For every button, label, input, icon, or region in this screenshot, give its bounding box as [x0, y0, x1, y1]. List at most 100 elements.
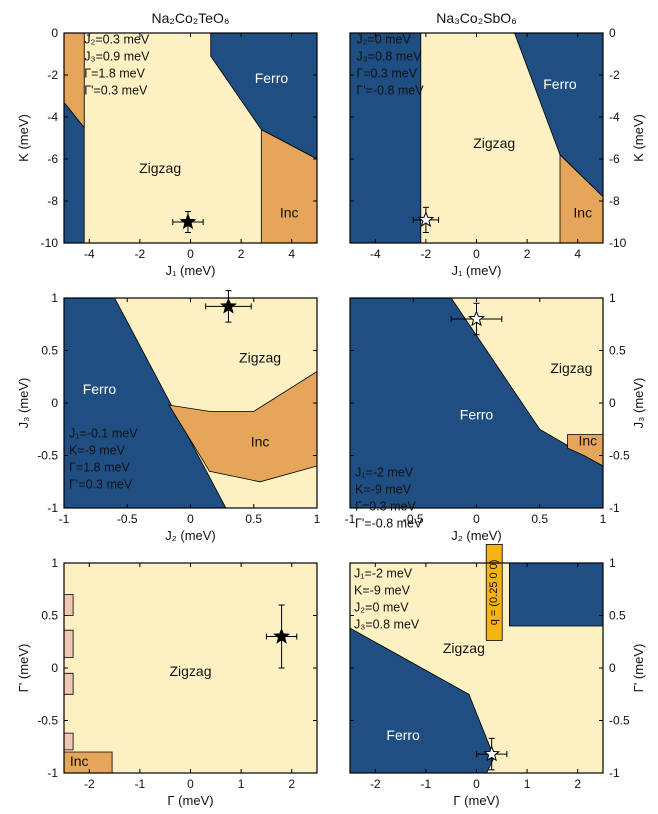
region-label: Ferro — [255, 70, 289, 86]
y-tick-label: -1 — [47, 766, 58, 780]
measured-point — [450, 302, 503, 336]
region-ferro — [508, 563, 603, 627]
parameter-note: Γ=1.8 meV — [84, 67, 145, 81]
panel-f: q = (0.25 0 0) -2 -1 0 1 2 1 0.5 0 -0.5 -1 Γ (meV) Γ… — [349, 544, 646, 808]
x-tick-label: 0 — [187, 247, 194, 261]
x-axis-label: Γ (meV) — [167, 793, 213, 808]
region-ferro — [514, 33, 603, 198]
y-axis-label: Γ' (meV) — [631, 644, 646, 693]
y-tick-label: -2 — [47, 68, 58, 82]
y-tick-label: 0.5 — [609, 344, 626, 358]
region-label: Zigzag — [239, 350, 281, 366]
x-tick-label: 0 — [473, 247, 480, 261]
y-tick-label: -0.5 — [37, 449, 58, 463]
y-tick-label: 1 — [609, 556, 616, 570]
region-label: Inc — [573, 204, 592, 220]
region-label: Zigzag — [169, 663, 211, 679]
x-tick-label: -2 — [84, 777, 95, 791]
region-label: Inc — [70, 753, 89, 769]
parameter-note: J₂=0.3 meV — [84, 33, 150, 47]
q-vector-text: q = (0.25 0 0) — [488, 560, 500, 626]
y-tick-label: 0 — [609, 661, 616, 675]
phase-regions — [350, 33, 603, 243]
parameter-note: J₃=0.8 meV — [354, 618, 420, 632]
panel-e: -2 -1 0 1 2 1 0.5 0 -0.5 -1 Γ (meV) Γ' (meV) Zigzag I… — [16, 556, 318, 808]
region-label: Zigzag — [139, 160, 181, 176]
x-axis-label: J₁ (meV) — [166, 263, 216, 278]
x-axis-label: Γ (meV) — [453, 793, 499, 808]
x-tick-label: -1 — [59, 512, 70, 526]
region-inc — [168, 371, 317, 483]
phase-regions — [350, 298, 603, 508]
y-tick-label: 0 — [609, 396, 616, 410]
star-marker — [417, 211, 435, 228]
y-tick-label: 0.5 — [609, 609, 626, 623]
y-tick-label: 1 — [51, 556, 58, 570]
star-marker — [483, 745, 501, 762]
measured-point — [205, 290, 252, 323]
y-tick-label: 0 — [51, 396, 58, 410]
y-tick-label: 0.5 — [41, 609, 58, 623]
star-marker — [273, 627, 291, 644]
chart-title: Na₂Co₂TeO₆ — [152, 10, 230, 26]
x-tick-label: -2 — [135, 247, 146, 261]
x-tick-label: 0 — [187, 777, 194, 791]
panel-a: -4 -2 0 2 4 0 -2 -4 -6 -8 -10 J₁ (meV) K (meV) Na₂Co₂… — [16, 10, 318, 278]
x-tick-label: -2 — [370, 777, 381, 791]
x-axis-label: J₂ (meV) — [451, 528, 502, 543]
y-tick-label: -1 — [47, 501, 58, 515]
region-ferro — [350, 298, 603, 508]
region-label: Zigzag — [443, 640, 485, 656]
region-ferro — [350, 627, 495, 773]
region-label: Ferro — [83, 381, 117, 397]
parameter-note: J₁=-0.1 meV — [69, 427, 138, 441]
region-inc — [64, 751, 113, 773]
y-tick-label: 1 — [609, 291, 616, 305]
region-inc — [559, 153, 603, 243]
parameter-note: J₁=-2 meV — [355, 466, 414, 480]
y-axis-label: K (meV) — [631, 114, 646, 162]
region-ferro — [350, 33, 422, 243]
parameter-note: Γ'=-0.8 meV — [355, 517, 423, 531]
parameter-note: J₂=0 meV — [354, 601, 409, 615]
region-inc — [567, 434, 603, 467]
y-axis-label: K (meV) — [16, 114, 31, 162]
parameter-note: Γ'=0.3 meV — [84, 84, 148, 98]
y-axis-label: J₃ (meV) — [631, 378, 646, 429]
chart-title: Na₃Co₂SbO₆ — [436, 10, 517, 26]
region-label: Inc — [578, 433, 597, 449]
parameter-note: K=-9 meV — [354, 584, 411, 598]
y-tick-label: -4 — [609, 110, 620, 124]
measured-point — [172, 211, 204, 233]
parameter-note: Γ=0.3 meV — [355, 500, 416, 514]
region-zigzag — [64, 563, 317, 773]
y-tick-label: -10 — [609, 236, 627, 250]
region-label: Zigzag — [473, 135, 515, 151]
region-pink — [64, 594, 74, 616]
parameter-note: Γ=1.8 meV — [69, 461, 130, 475]
x-tick-label: -4 — [84, 247, 95, 261]
parameter-note: J₁=-2 meV — [354, 567, 413, 581]
region-label: Inc — [251, 434, 270, 450]
y-tick-label: -0.5 — [609, 449, 630, 463]
y-tick-label: -8 — [47, 194, 58, 208]
y-tick-label: -6 — [47, 152, 58, 166]
phase-regions — [64, 298, 317, 508]
x-tick-label: -4 — [370, 247, 381, 261]
panel-c: -1 -0.5 0 0.5 1 1 0.5 0 -0.5 -1 J₂ (meV) J₃ (meV) Fe… — [16, 290, 321, 543]
y-axis-label: J₃ (meV) — [16, 378, 31, 429]
phase-regions — [64, 563, 317, 773]
region-pink — [64, 732, 74, 751]
region-ferro — [64, 298, 227, 508]
y-tick-label: -8 — [609, 194, 620, 208]
measured-point — [412, 206, 440, 233]
y-tick-label: 1 — [51, 291, 58, 305]
x-tick-label: 0.5 — [531, 512, 548, 526]
x-tick-label: 2 — [524, 247, 531, 261]
region-label: Ferro — [386, 727, 420, 743]
y-tick-label: -0.5 — [37, 714, 58, 728]
y-tick-label: -10 — [41, 236, 59, 250]
x-tick-label: -1 — [421, 777, 432, 791]
star-marker — [468, 310, 485, 327]
measured-point — [265, 604, 298, 669]
